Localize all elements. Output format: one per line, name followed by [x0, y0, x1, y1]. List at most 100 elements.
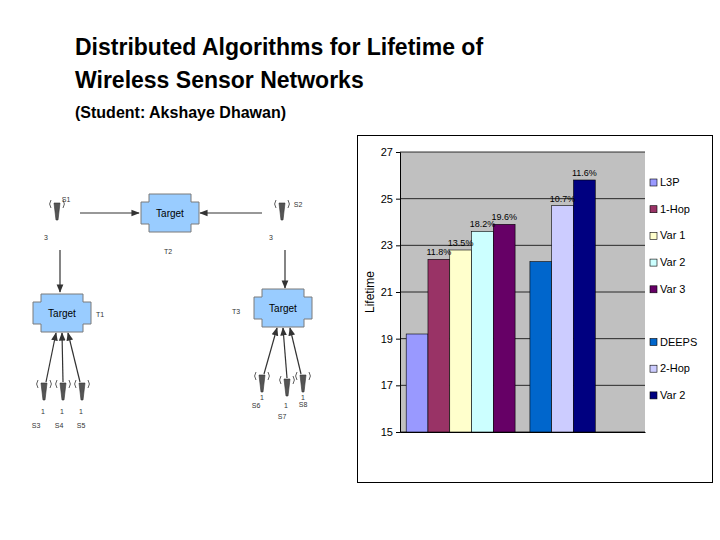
sensor-value: 1 — [41, 408, 45, 415]
y-axis-line — [396, 153, 401, 433]
y-tick: 23 — [381, 239, 400, 251]
legend: L3P 1-Hop Var 1 Var 2 Var 3 DEEPS 2-Hop Var 2 — [650, 176, 697, 401]
y-tick: 21 — [381, 286, 400, 298]
y-tick-mark — [396, 152, 400, 153]
target-shape — [33, 294, 91, 332]
sensor-value: 1 — [284, 402, 288, 409]
bar-annotation: 11.8% — [426, 247, 451, 257]
grid-line — [400, 245, 645, 246]
legend-swatch — [650, 392, 657, 399]
y-tick-label: 19 — [381, 333, 393, 345]
legend-label: Var 3 — [660, 283, 685, 295]
bar — [552, 206, 574, 432]
arrow — [46, 333, 56, 382]
sensor-icon — [54, 203, 60, 220]
target: Target — [254, 289, 312, 327]
sensor-icon — [259, 375, 265, 392]
arrow — [283, 328, 287, 378]
target-shape — [141, 194, 199, 232]
sensor-icon — [300, 375, 306, 392]
sensor-icon — [279, 203, 285, 220]
legend-swatch — [650, 339, 657, 346]
bar — [530, 262, 552, 432]
legend-label: Var 2 — [660, 256, 685, 268]
sensor-icon — [60, 383, 66, 400]
bar — [406, 334, 428, 432]
legend-swatch — [650, 179, 657, 186]
y-tick-mark — [396, 199, 400, 200]
y-tick-label: 27 — [381, 146, 393, 158]
sensor-name: S6 — [252, 402, 261, 409]
sensor-value: 3 — [269, 234, 273, 241]
sensor-wave — [296, 372, 311, 380]
sensor-name: S5 — [77, 422, 86, 429]
legend-item: 2-Hop — [650, 362, 690, 374]
bar — [472, 231, 494, 432]
x-axis-line — [401, 432, 646, 433]
sensor — [37, 380, 52, 400]
legend-swatch — [650, 232, 657, 239]
sensor-value: 3 — [44, 234, 48, 241]
plot-area — [400, 152, 645, 432]
sensor — [56, 380, 71, 400]
sensor-name: S3 — [32, 422, 41, 429]
bar-annotation: 11.6% — [572, 168, 597, 178]
target-label: Target — [48, 308, 76, 319]
legend-label: 2-Hop — [660, 362, 690, 374]
arrow — [59, 250, 60, 292]
bar-annotation: 10.7% — [550, 194, 576, 204]
sensor-wave — [56, 380, 71, 388]
title: Wireless Sensor Networks — [75, 67, 364, 93]
legend-item: DEEPS — [650, 336, 697, 348]
x-axis — [401, 432, 646, 434]
sensor-icon — [41, 383, 47, 400]
bar — [450, 250, 472, 432]
arrow — [62, 333, 63, 382]
legend-swatch — [650, 259, 657, 266]
sensor — [255, 372, 270, 392]
target: Target — [33, 294, 91, 332]
legend-item: Var 3 — [650, 283, 685, 295]
sensor-name: S2 — [294, 201, 303, 208]
bar-annotation: 13.5% — [448, 238, 474, 248]
y-tick-label: 17 — [381, 379, 393, 391]
y-tick: 17 — [381, 379, 400, 391]
title: Distributed Algorithms for Lifetime of — [75, 34, 483, 60]
y-tick-label: 15 — [381, 426, 393, 438]
target-name: T3 — [232, 308, 240, 315]
sensor-icon — [284, 379, 290, 396]
target-name: T1 — [96, 311, 104, 318]
legend-label: L3P — [660, 176, 680, 188]
y-tick-mark — [396, 432, 400, 433]
legend-swatch — [650, 206, 657, 213]
sensor-wave — [255, 372, 270, 380]
legend-label: Var 1 — [660, 229, 685, 241]
target-label: Target — [156, 208, 184, 219]
slide: Distributed Algorithms for Lifetime of Wi… — [0, 0, 720, 540]
legend-item: Var 1 — [650, 229, 685, 241]
arrow — [290, 328, 301, 374]
y-tick: 15 — [381, 426, 400, 438]
sensor-value: 1 — [260, 394, 264, 401]
grid — [400, 152, 645, 432]
sensor — [296, 372, 311, 392]
sensor-name: S7 — [278, 413, 287, 420]
legend-item: Var 2 — [650, 256, 685, 268]
target-name: T2 — [164, 248, 172, 255]
legend-item: Var 2 — [650, 389, 685, 401]
chart: 15171921232527Lifetime11.8%13.5%18.2%19.… — [358, 136, 713, 483]
sensor-value: 1 — [79, 408, 83, 415]
chart-frame — [358, 136, 713, 483]
bars — [406, 180, 595, 432]
sensor — [280, 376, 295, 396]
bar — [428, 259, 450, 432]
y-tick-label: 23 — [381, 239, 393, 251]
legend-swatch — [650, 286, 657, 293]
subtitle: (Student: Akshaye Dhawan) — [75, 104, 286, 121]
legend-label: 1-Hop — [660, 203, 690, 215]
y-tick: 19 — [381, 333, 400, 345]
sensor-value: 1 — [301, 394, 305, 401]
sensor — [75, 380, 90, 400]
sensor-name: S1 — [62, 196, 71, 203]
y-tick-label: 25 — [381, 193, 393, 205]
